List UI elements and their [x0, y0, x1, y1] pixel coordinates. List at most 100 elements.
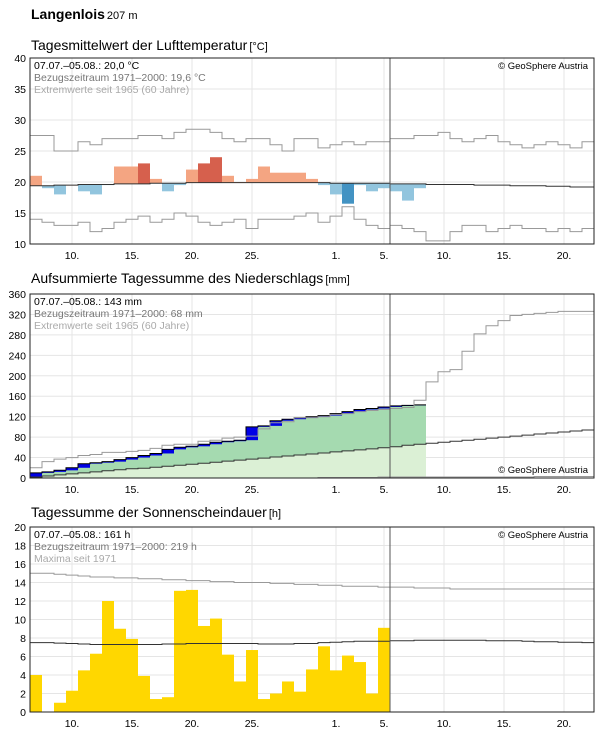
- y-tick-label: 200: [8, 371, 26, 383]
- precipitation-daily-bar: [162, 449, 174, 454]
- precipitation-normal-area: [282, 456, 294, 478]
- y-tick-label: 25: [14, 146, 26, 158]
- precipitation-normal-area: [102, 470, 114, 478]
- x-tick-label: 15.: [497, 484, 512, 496]
- temperature-anomaly-bar: [306, 178, 318, 183]
- temperature-anomaly-bar: [114, 166, 126, 184]
- precipitation-surplus-area: [186, 446, 198, 465]
- precipitation-normal-area: [78, 472, 90, 478]
- x-tick-label: 10.: [437, 718, 452, 729]
- temperature-anomaly-bar: [174, 183, 186, 186]
- precipitation-surplus-area: [138, 455, 150, 469]
- precipitation-daily-bar: [54, 470, 66, 472]
- station-header: Langenlois 207 m: [31, 6, 137, 22]
- temperature-anomaly-bar: [294, 172, 306, 183]
- y-tick-label: 20: [14, 177, 26, 189]
- precipitation-normal-area: [150, 467, 162, 478]
- sunshine-bar: [270, 693, 282, 712]
- sunshine-title-text: Tagessumme der Sonnenscheindauer: [31, 504, 267, 520]
- precipitation-surplus-area: [126, 457, 138, 469]
- temperature-anomaly-bar: [270, 172, 282, 183]
- sunshine-bar: [282, 681, 294, 712]
- y-tick-label: 18: [14, 541, 26, 553]
- info-extremes: Extremwerte seit 1965 (60 Jahre): [34, 320, 189, 332]
- plot-frame: [29, 293, 595, 479]
- precipitation-surplus-area: [318, 415, 330, 453]
- precipitation-unit: [mm]: [325, 274, 350, 286]
- precipitation-daily-bar: [138, 455, 150, 458]
- info-extremes: Extremwerte seit 1965 (60 Jahre): [34, 84, 189, 96]
- info-reference: Bezugszeitraum 1971–2000: 19,6 °C: [34, 72, 206, 84]
- y-tick-label: 120: [8, 412, 26, 424]
- copyright-label: © GeoSphere Austria: [498, 465, 589, 476]
- precipitation-daily-bar: [30, 472, 42, 478]
- sunshine-bar: [150, 699, 162, 712]
- temperature-anomaly-bar: [42, 185, 54, 189]
- precipitation-normal-area: [162, 466, 174, 478]
- x-tick-label: 20.: [185, 250, 200, 262]
- info-period: 07.07.–05.08.: 143 mm: [34, 296, 142, 308]
- precipitation-normal-area: [90, 471, 102, 478]
- sunshine-bar: [330, 670, 342, 712]
- sunshine-bar: [354, 662, 366, 712]
- temperature-anomaly-bar: [126, 166, 138, 184]
- temperature-anomaly-bar: [222, 175, 234, 183]
- precipitation-daily-bar: [354, 409, 366, 412]
- precipitation-normal-area: [354, 449, 366, 478]
- precipitation-daily-bar: [342, 411, 354, 414]
- precipitation-normal-area: [222, 461, 234, 478]
- temperature-anomaly-bar: [330, 183, 342, 195]
- sunshine-bar: [90, 653, 102, 712]
- precipitation-daily-bar: [78, 463, 90, 468]
- sunshine-bar: [162, 697, 174, 712]
- precipitation-surplus-area: [390, 405, 402, 447]
- temperature-anomaly-bar: [162, 183, 174, 192]
- sunshine-bar: [30, 675, 42, 712]
- precipitation-normal-area: [210, 462, 222, 478]
- sunshine-bar: [318, 646, 330, 712]
- precipitation-surplus-area: [282, 419, 294, 457]
- precipitation-normal-area: [318, 452, 330, 478]
- station-elevation: 207 m: [106, 10, 138, 22]
- plot-frame: [29, 526, 595, 713]
- copyright-label: © GeoSphere Austria: [498, 530, 589, 541]
- precipitation-daily-bar: [114, 459, 126, 462]
- precipitation-surplus-area: [342, 411, 354, 451]
- y-tick-label: 8: [20, 633, 26, 645]
- temperature-title-text: Tagesmittelwert der Lufttemperatur: [31, 37, 248, 53]
- y-tick-label: 320: [8, 309, 26, 321]
- temperature-anomaly-bar: [30, 175, 42, 186]
- precipitation-normal-area: [234, 460, 246, 478]
- sunshine-bar: [198, 625, 210, 712]
- temperature-normal-line: [30, 182, 594, 188]
- precipitation-daily-bar: [174, 447, 186, 450]
- precipitation-surplus-area: [414, 404, 426, 445]
- x-tick-label: 10.: [65, 484, 80, 496]
- info-period: 07.07.–05.08.: 20,0 °C: [34, 60, 140, 72]
- precipitation-surplus-area: [162, 449, 174, 467]
- precipitation-normal-area: [414, 444, 426, 478]
- precipitation-daily-bar: [210, 442, 222, 445]
- precipitation-normal-area: [126, 468, 138, 478]
- sunshine-bar: [246, 650, 258, 712]
- x-tick-label: 20.: [557, 250, 572, 262]
- temperature-anomaly-bar: [390, 183, 402, 192]
- precipitation-title: Aufsummierte Tagessumme des Niederschlag…: [31, 270, 350, 286]
- precipitation-normal-area: [138, 468, 150, 478]
- precipitation-daily-bar: [222, 441, 234, 443]
- sunshine-max-line: [30, 572, 594, 590]
- sunshine-bar: [66, 690, 78, 712]
- precipitation-surplus-area: [150, 453, 162, 468]
- precipitation-surplus-area: [102, 461, 114, 471]
- sunshine-bar: [102, 601, 114, 712]
- x-tick-label: 1.: [332, 250, 341, 262]
- temperature-anomaly-bar: [318, 182, 330, 186]
- precipitation-daily-bar: [66, 467, 78, 471]
- sunshine-bar: [342, 655, 354, 712]
- y-tick-label: 16: [14, 559, 26, 571]
- x-tick-label: 15.: [125, 484, 140, 496]
- y-tick-label: 35: [14, 84, 26, 96]
- precipitation-normal-area: [186, 464, 198, 478]
- precipitation-surplus-area: [294, 417, 306, 455]
